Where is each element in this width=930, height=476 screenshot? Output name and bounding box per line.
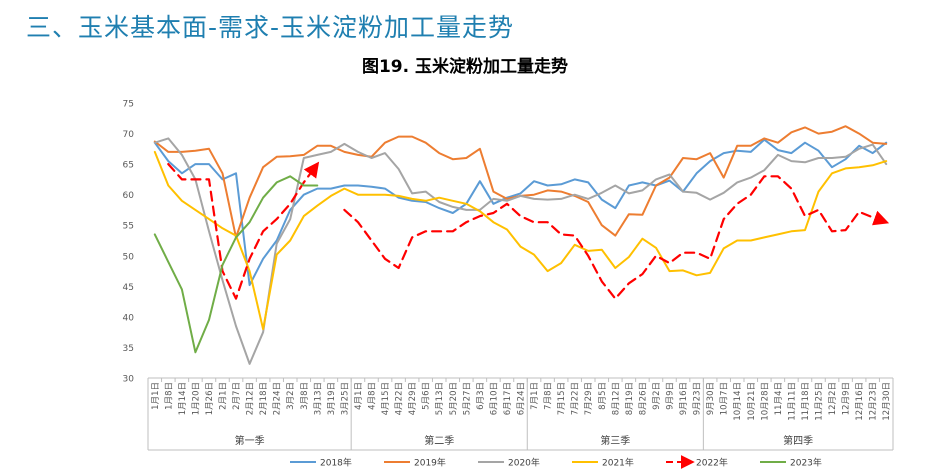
series-line xyxy=(153,150,888,331)
y-tick-label: 75 xyxy=(123,100,134,110)
x-tick-label: 4月1日 xyxy=(354,382,364,410)
x-tick-label: 10月7日 xyxy=(720,382,730,415)
legend-label: 2018年 xyxy=(320,457,352,469)
x-tick-label: 3月13日 xyxy=(313,382,323,415)
x-tick-label: 6月3日 xyxy=(476,382,486,410)
legend-label: 2019年 xyxy=(414,457,446,469)
y-tick-label: 65 xyxy=(123,161,134,171)
x-tick-label: 9月23日 xyxy=(693,382,703,415)
x-tick-label: 6月17日 xyxy=(503,382,513,415)
x-tick-label: 9月16日 xyxy=(679,382,689,415)
x-tick-label: 2月7日 xyxy=(232,382,242,410)
legend-label: 2020年 xyxy=(508,457,540,469)
x-tick-label: 8月26日 xyxy=(638,382,648,415)
y-tick-label: 50 xyxy=(123,252,135,262)
x-tick-label: 9月30日 xyxy=(706,382,716,415)
x-tick-label: 6月10日 xyxy=(489,382,499,415)
chart-series xyxy=(153,125,890,365)
x-tick-label: 10月21日 xyxy=(747,382,757,421)
x-tick-label: 12月2日 xyxy=(828,382,838,415)
x-tick-label: 1月14日 xyxy=(178,382,188,415)
y-tick-label: 35 xyxy=(123,344,134,354)
x-tick-label: 8月19日 xyxy=(625,382,635,415)
x-tick-label: 11月25日 xyxy=(815,382,825,421)
x-tick-label: 8月12日 xyxy=(611,382,621,415)
x-tick-label: 3月2日 xyxy=(286,382,296,410)
x-tick-label: 4月8日 xyxy=(368,382,378,410)
legend-label: 2023年 xyxy=(790,457,822,469)
quarter-label: 第一季 xyxy=(235,434,265,447)
chart-axes: 30 35 40 45 50 55 60 65 70 75 1月1日 1月8日 1月14日 1月20日 1月… xyxy=(123,100,894,451)
chart-legend: 2018年 2019年 2020年 2021年 2022年 2023年 xyxy=(290,455,822,469)
y-tick-label: 60 xyxy=(123,191,135,201)
x-tick-label: 5月13日 xyxy=(435,382,445,415)
x-tick-label: 2月18日 xyxy=(259,382,269,415)
x-tick-label: 2月24日 xyxy=(273,382,283,415)
x-tick-label: 3月25日 xyxy=(340,382,350,415)
x-tick-label: 2月12日 xyxy=(246,382,256,415)
quarter-label: 第二季 xyxy=(424,434,454,447)
x-tick-label: 1月20日 xyxy=(191,382,201,415)
y-tick-label: 55 xyxy=(123,222,134,232)
x-tick-label: 12月30日 xyxy=(882,382,892,421)
x-tick-label: 9月9日 xyxy=(666,382,676,410)
x-tick-label: 12月23日 xyxy=(869,382,879,421)
x-tick-label: 4月22日 xyxy=(395,382,405,415)
x-tick-label: 5月6日 xyxy=(422,382,432,410)
quarter-label: 第四季 xyxy=(783,434,813,447)
x-tick-label: 4月15日 xyxy=(381,382,391,415)
x-tick-label: 3月19日 xyxy=(327,382,337,415)
x-tick-label: 7月22日 xyxy=(571,382,581,415)
x-tick-label: 10月14日 xyxy=(733,382,743,421)
x-tick-label: 1月26日 xyxy=(205,382,215,415)
x-tick-label: 7月29日 xyxy=(584,382,594,415)
page-title: 三、玉米基本面-需求-玉米淀粉加工量走势 xyxy=(26,13,515,42)
x-tick-label: 12月9日 xyxy=(842,382,852,415)
x-tick-label: 11月18日 xyxy=(801,382,811,421)
chart-title: 图19. 玉米淀粉加工量走势 xyxy=(361,57,569,77)
y-tick-label: 70 xyxy=(123,130,135,140)
x-tick-label: 7月8日 xyxy=(544,382,554,410)
x-tick-label: 4月29日 xyxy=(408,382,418,415)
series-line xyxy=(167,161,320,300)
x-tick-label: 5月20日 xyxy=(449,382,459,415)
x-tick-label: 11月4日 xyxy=(774,382,784,415)
series-line xyxy=(153,175,319,354)
series-line xyxy=(153,138,888,287)
series-line xyxy=(343,175,890,300)
y-tick-label: 40 xyxy=(123,313,135,323)
quarter-label: 第三季 xyxy=(600,434,630,447)
x-tick-label: 7月1日 xyxy=(530,382,540,410)
series-line xyxy=(153,125,888,239)
x-tick-label: 2月1日 xyxy=(219,382,229,410)
x-tick-label: 8月5日 xyxy=(598,382,608,410)
x-tick-label: 6月24日 xyxy=(517,382,527,415)
legend-label: 2022年 xyxy=(696,457,728,469)
x-tick-label: 3月8日 xyxy=(300,382,310,410)
y-tick-label: 45 xyxy=(123,283,134,293)
x-tick-label: 1月8日 xyxy=(164,382,174,410)
x-tick-label: 11月11日 xyxy=(787,382,797,421)
y-tick-label: 30 xyxy=(123,375,135,385)
x-tick-label: 5月27日 xyxy=(462,382,472,415)
x-tick-label: 9月2日 xyxy=(652,382,662,410)
legend-label: 2021年 xyxy=(602,457,634,469)
series-line xyxy=(153,137,888,365)
x-tick-label: 12月16日 xyxy=(855,382,865,421)
x-tick-label: 1月1日 xyxy=(151,382,161,410)
x-tick-label: 10月28日 xyxy=(760,382,770,421)
x-tick-label: 7月15日 xyxy=(557,382,567,415)
